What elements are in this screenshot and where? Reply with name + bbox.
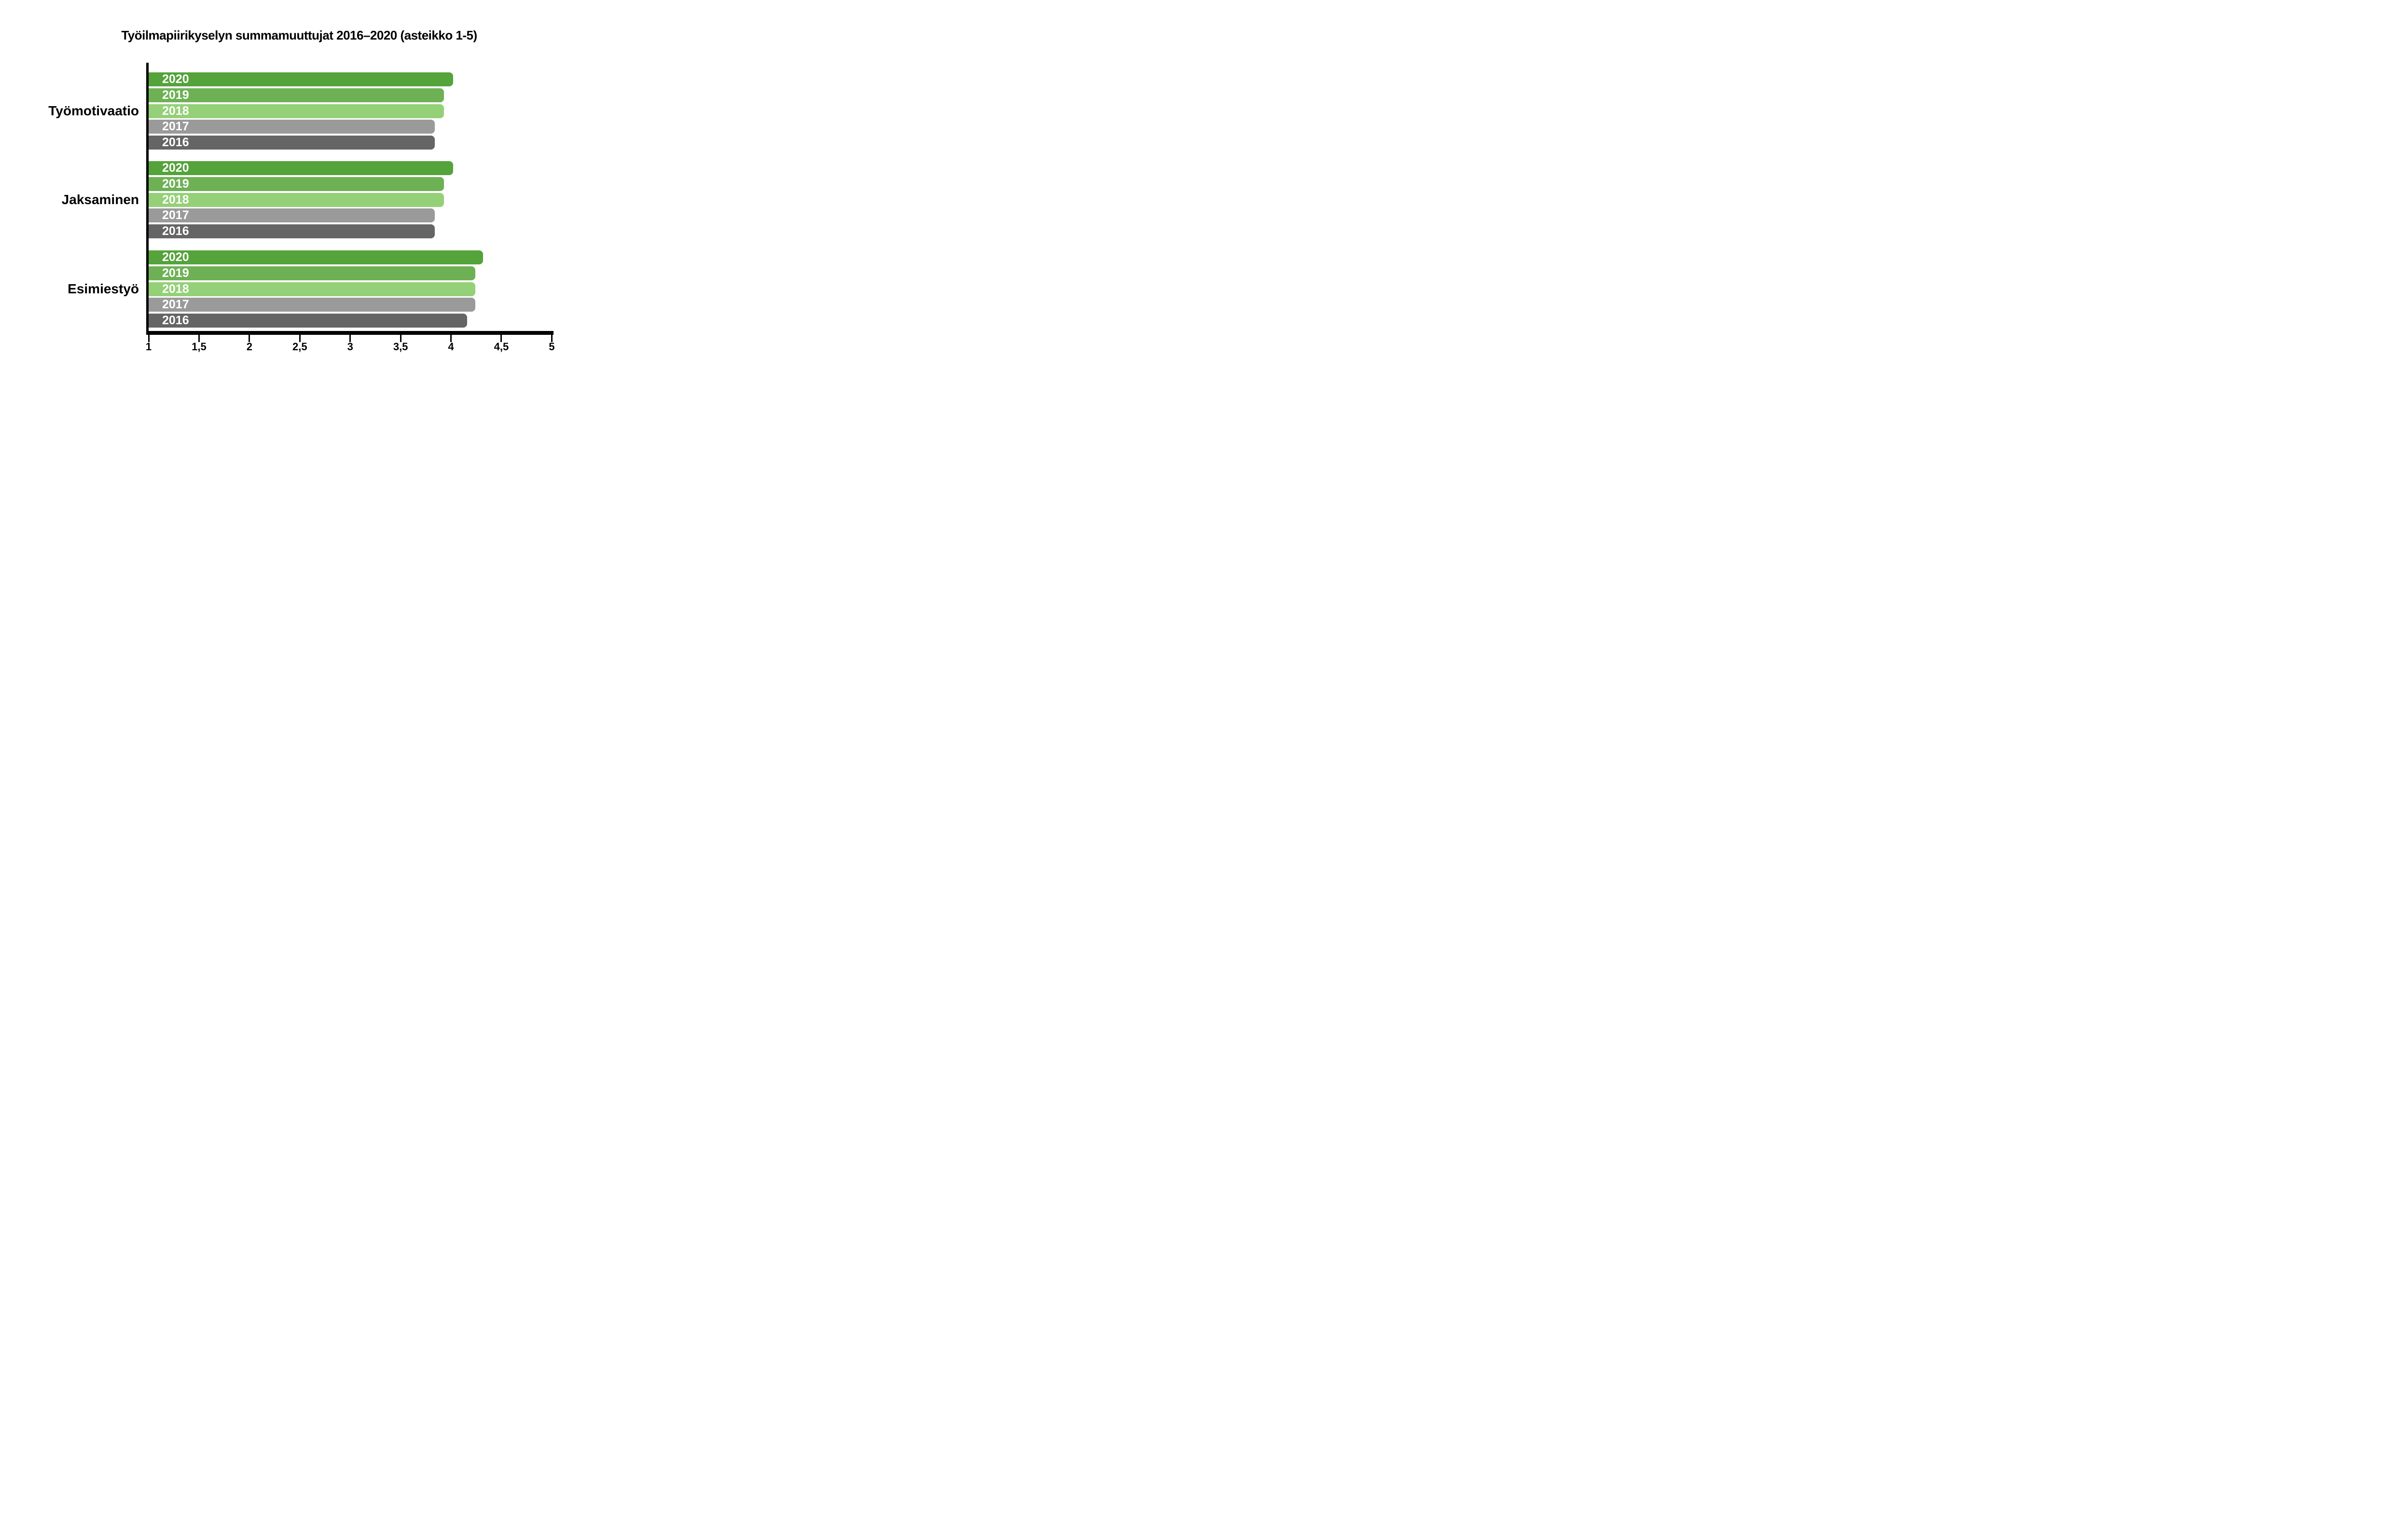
bar-year-label: 2020 [162, 72, 189, 86]
x-tick [450, 334, 452, 342]
bar-year-label: 2017 [162, 208, 189, 222]
bar-tyomotivaatio-2019: 2019 [149, 88, 444, 102]
category-label-tyomotivaatio: Työmotivaatio [48, 103, 139, 119]
y-axis-line [146, 63, 149, 333]
category-label-jaksaminen: Jaksaminen [61, 192, 139, 207]
bar-year-label: 2018 [162, 192, 189, 206]
x-tick-label: 5 [549, 341, 555, 353]
bar-tyomotivaatio-2018: 2018 [149, 104, 444, 118]
x-axis-line [146, 331, 554, 335]
bar-jaksaminen-2020: 2020 [149, 161, 453, 175]
bar-year-label: 2017 [162, 120, 189, 134]
x-tick [198, 334, 200, 342]
chart-title: Työilmapiirikyselyn summamuuttujat 2016–… [121, 28, 477, 42]
bar-year-label: 2019 [162, 177, 189, 191]
x-tick [148, 334, 150, 342]
bar-year-label: 2020 [162, 161, 189, 175]
bar-jaksaminen-2018: 2018 [149, 192, 444, 207]
x-tick-label: 1,5 [192, 341, 207, 353]
x-tick [299, 334, 301, 342]
category-label-esimiestyo: Esimiestyö [68, 281, 139, 297]
x-tick-label: 4 [448, 341, 454, 353]
x-tick-label: 2 [246, 341, 252, 353]
bar-esimiestyo-2020: 2020 [149, 250, 484, 264]
x-tick [349, 334, 351, 342]
x-tick-label: 2,5 [292, 341, 307, 353]
bar-year-label: 2019 [162, 266, 189, 280]
bar-jaksaminen-2017: 2017 [149, 208, 435, 223]
x-tick-label: 3,5 [393, 341, 408, 353]
x-tick-label: 3 [347, 341, 353, 353]
x-tick-label: 4,5 [494, 341, 509, 353]
bar-esimiestyo-2018: 2018 [149, 282, 475, 296]
bar-esimiestyo-2019: 2019 [149, 266, 475, 280]
bar-esimiestyo-2016: 2016 [149, 314, 467, 328]
bar-tyomotivaatio-2017: 2017 [149, 120, 435, 134]
x-tick [551, 334, 553, 342]
bar-tyomotivaatio-2020: 2020 [149, 72, 453, 86]
bar-year-label: 2019 [162, 88, 189, 102]
bar-jaksaminen-2019: 2019 [149, 177, 444, 191]
bar-year-label: 2017 [162, 298, 189, 312]
bar-jaksaminen-2016: 2016 [149, 224, 435, 239]
x-tick-label: 1 [145, 341, 152, 353]
bar-chart: Työilmapiirikyselyn summamuuttujat 2016–… [0, 0, 598, 385]
x-tick [400, 334, 401, 342]
bar-esimiestyo-2017: 2017 [149, 298, 475, 312]
bar-tyomotivaatio-2016: 2016 [149, 136, 435, 150]
bar-year-label: 2020 [162, 250, 189, 264]
bar-year-label: 2016 [162, 224, 189, 238]
x-tick [249, 334, 250, 342]
x-tick [500, 334, 502, 342]
bar-year-label: 2016 [162, 314, 189, 328]
bar-year-label: 2018 [162, 104, 189, 118]
bar-year-label: 2018 [162, 282, 189, 296]
bar-year-label: 2016 [162, 136, 189, 150]
